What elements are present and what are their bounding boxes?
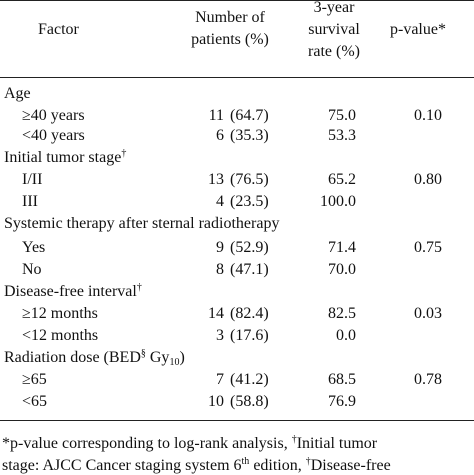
row-survival: 71.4 [328,239,356,256]
row-percent: (23.5) [230,193,269,210]
row-percent: (64.7) [230,107,269,124]
row-label: ≥65 [22,371,47,388]
row-percent: (58.8) [230,393,269,410]
row-pvalue: 0.80 [414,171,442,188]
header-survival-line2: survival [308,21,360,38]
row-survival: 0.0 [336,327,356,344]
row-label: I/II [22,171,43,188]
row-label: <65 [22,393,48,410]
row-count: 7 [216,371,224,388]
row-count: 8 [216,261,224,278]
row-label: ≥40 years [22,107,85,124]
row-survival: 100.0 [320,193,356,210]
footnote-line1: *p-value corresponding to log-rank analy… [2,434,378,452]
group-radiation: Radiation dose (BED§ Gy10) [4,348,185,368]
row-survival: 82.5 [328,305,356,322]
header-survival-line3: rate (%) [308,43,360,60]
header-pvalue: p-value* [390,21,446,38]
row-percent: (41.2) [230,371,269,388]
group-systemic: Systemic therapy after sternal radiother… [4,215,280,232]
row-count: 13 [208,171,224,188]
header-factor: Factor [38,21,79,38]
row-count: 3 [216,327,224,344]
footnote-line2: stage: AJCC Cancer staging system 6th ed… [2,456,391,474]
row-percent: (17.6) [230,327,269,344]
row-percent: (35.3) [230,127,269,144]
header-rule [0,77,474,79]
group-dfi: Disease-free interval† [4,282,142,300]
group-stage: Initial tumor stage† [4,148,127,166]
row-label: <40 years [22,127,85,144]
row-label: Yes [22,239,46,256]
row-count: 10 [208,393,224,410]
header-survival-line1: 3-year [313,0,355,16]
row-label: <12 months [22,327,99,344]
row-survival: 75.0 [328,107,356,124]
top-rule [0,0,474,2]
row-pvalue: 0.75 [414,239,442,256]
row-count: 11 [208,107,224,124]
row-survival: 70.0 [328,261,356,278]
row-survival: 76.9 [328,393,356,410]
row-percent: (52.9) [230,239,269,256]
header-patients-line1: Number of [195,9,265,26]
bottom-rule [0,420,474,422]
row-pvalue: 0.03 [414,305,442,322]
row-survival: 65.2 [328,171,356,188]
header-patients-line2: patients (%) [191,31,269,48]
row-label: III [22,193,38,210]
row-percent: (76.5) [230,171,269,188]
row-label: ≥12 months [22,305,98,322]
row-pvalue: 0.10 [414,107,442,124]
row-pvalue: 0.78 [414,371,442,388]
row-percent: (47.1) [230,261,269,278]
row-survival: 53.3 [328,127,356,144]
row-count: 6 [216,127,224,144]
row-percent: (82.4) [230,305,269,322]
row-label: No [22,261,42,278]
row-count: 9 [216,239,224,256]
group-age: Age [4,85,31,102]
row-survival: 68.5 [328,371,356,388]
row-count: 14 [208,305,224,322]
row-count: 4 [216,193,224,210]
